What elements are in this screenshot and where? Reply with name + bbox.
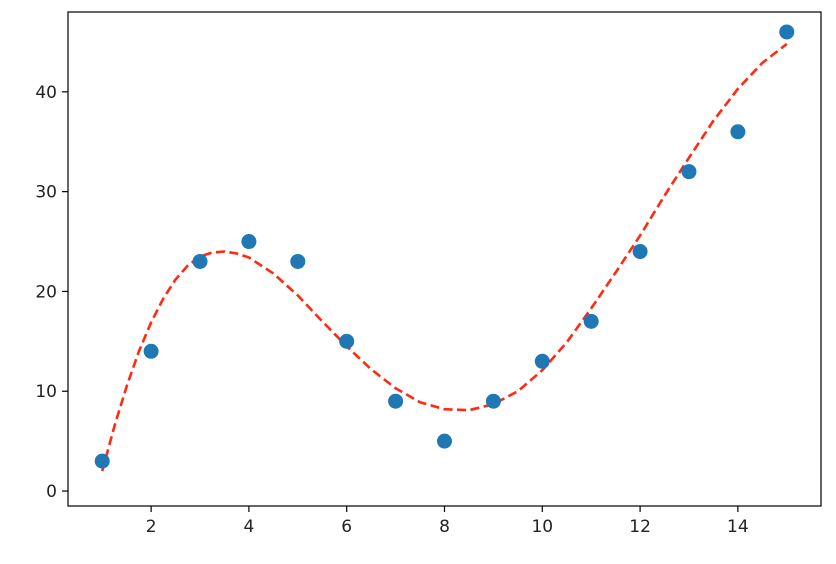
axes: 2 4 6 8 10 12 14 0 10 20 30 40 (35, 11, 822, 537)
scatter-point (143, 343, 159, 359)
plot-area (94, 24, 795, 472)
scatter-point (290, 253, 306, 269)
y-tick-label: 30 (35, 183, 57, 203)
x-tick-label: 14 (727, 517, 749, 537)
scatter-point (730, 124, 746, 140)
scatter-point (583, 313, 599, 329)
scatter-point (485, 393, 501, 409)
y-tick-label: 0 (46, 482, 57, 502)
scatter-point (632, 244, 648, 260)
x-tick-label: 2 (146, 517, 157, 537)
scatter-point (241, 234, 257, 250)
scatter-point (437, 433, 452, 449)
scatter-point (681, 164, 697, 180)
y-tick-label: 20 (35, 282, 57, 302)
scatter-point (339, 333, 355, 349)
x-tick-label: 8 (439, 517, 450, 537)
scatter-point (534, 353, 550, 369)
scatter-point (388, 393, 404, 409)
scatter-point (94, 453, 110, 469)
scatter-point (192, 253, 208, 269)
x-tick-label: 4 (244, 517, 255, 537)
x-tick-label: 12 (629, 517, 651, 537)
x-tick-label: 10 (531, 517, 553, 537)
y-tick-label: 40 (35, 83, 57, 103)
scatter-point (779, 24, 795, 40)
x-tick-label: 6 (341, 517, 352, 537)
y-tick-label: 10 (35, 382, 57, 402)
